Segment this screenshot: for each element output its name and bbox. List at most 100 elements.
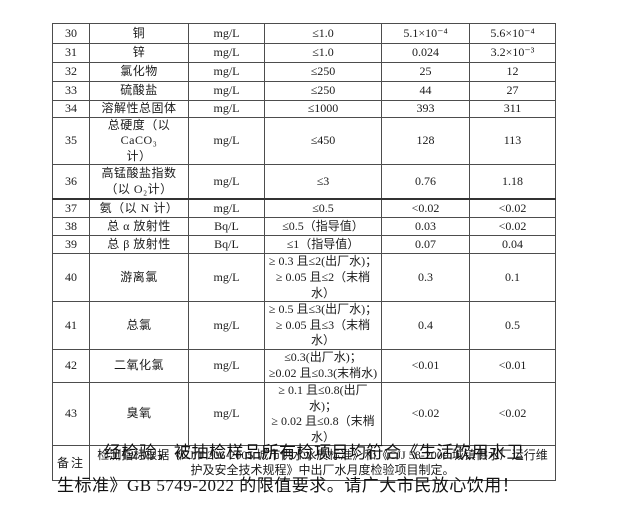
unit: mg/L	[188, 253, 265, 303]
factory-water-value: 25	[381, 62, 470, 82]
remarks-text: 检测指标根据《CJ/T 206-2005 城市供水水质标准》和《CJJ 58-2…	[89, 445, 556, 482]
table-row: 39 总 β 放射性 Bq/L ≤1（指导值） 0.07 0.04	[52, 235, 556, 255]
factory-water-value: 44	[381, 81, 470, 101]
tap-water-value: <0.02	[469, 198, 556, 219]
factory-water-value: 5.1×10⁻⁴	[381, 23, 470, 44]
table-row: 37 氨（以 N 计） mg/L ≤0.5 <0.02 <0.02	[52, 198, 556, 219]
tap-water-value: 1.18	[469, 164, 556, 200]
tap-water-value: 5.6×10⁻⁴	[469, 23, 556, 44]
parameter-name: 氯化物	[89, 62, 189, 82]
unit: mg/L	[188, 116, 265, 166]
conclusion-line-1: 经检验，被抽检样品所有检项目均符合《生活饮用水卫	[104, 443, 524, 462]
row-number: 38	[52, 217, 90, 237]
row-number: 37	[52, 198, 90, 219]
table-row: 40 游离氯 mg/L ≥ 0.3 且≤2(出厂水)； ≥ 0.05 且≤2（末…	[52, 253, 556, 303]
table-row: 34 溶解性总固体 mg/L ≤1000 393 311	[52, 100, 556, 118]
table-row: 30 铜 mg/L ≤1.0 5.1×10⁻⁴ 5.6×10⁻⁴	[52, 23, 556, 44]
parameter-name: 总 α 放射性	[89, 217, 189, 237]
row-number: 31	[52, 43, 90, 63]
row-number: 42	[52, 348, 90, 383]
limit-value: ≤450	[264, 116, 382, 166]
table-row: 31 锌 mg/L ≤1.0 0.024 3.2×10⁻³	[52, 43, 556, 63]
factory-water-value: <0.02	[381, 198, 470, 219]
unit: mg/L	[188, 62, 265, 82]
factory-water-value: <0.01	[381, 348, 470, 383]
tap-water-value: 0.1	[469, 253, 556, 303]
row-number: 30	[52, 23, 90, 44]
unit: mg/L	[188, 23, 265, 44]
tap-water-value: 12	[469, 62, 556, 82]
factory-water-value: 0.4	[381, 301, 470, 350]
table-row: 38 总 α 放射性 Bq/L ≤0.5（指导值） 0.03 <0.02	[52, 217, 556, 237]
limit-value: ≤3	[264, 164, 382, 200]
table-row: 35 总硬度（以 CaCO₃ 计） mg/L ≤450 128 113	[52, 116, 556, 166]
remarks-label: 备注	[52, 445, 90, 482]
row-number: 41	[52, 301, 90, 350]
limit-value: ≤0.5	[264, 198, 382, 219]
limit-value: ≤250	[264, 62, 382, 82]
unit: mg/L	[188, 348, 265, 383]
tap-water-value: 113	[469, 116, 556, 166]
limit-value: ≤1（指导值）	[264, 235, 382, 255]
factory-water-value: 128	[381, 116, 470, 166]
parameter-name: 游离氯	[89, 253, 189, 303]
factory-water-value: 0.03	[381, 217, 470, 237]
row-number: 33	[52, 81, 90, 101]
parameter-name: 铜	[89, 23, 189, 44]
factory-water-value: 0.024	[381, 43, 470, 63]
limit-value: ≤1000	[264, 100, 382, 118]
parameter-name: 总 β 放射性	[89, 235, 189, 255]
unit: mg/L	[188, 164, 265, 200]
row-number: 39	[52, 235, 90, 255]
limit-value: ≤1.0	[264, 43, 382, 63]
limit-value: ≤0.3(出厂水)； ≥0.02 且≤0.3(末梢水)	[264, 348, 382, 383]
tap-water-value: 3.2×10⁻³	[469, 43, 556, 63]
unit: mg/L	[188, 198, 265, 219]
parameter-name: 溶解性总固体	[89, 100, 189, 118]
unit: Bq/L	[188, 217, 265, 237]
factory-water-value: 0.76	[381, 164, 470, 200]
limit-value: ≥ 0.3 且≤2(出厂水)； ≥ 0.05 且≤2（末梢水）	[264, 253, 382, 303]
tap-water-value: 0.04	[469, 235, 556, 255]
unit: mg/L	[188, 100, 265, 118]
tap-water-value: 311	[469, 100, 556, 118]
tap-water-value: <0.02	[469, 381, 556, 447]
parameter-name: 臭氧	[89, 381, 189, 447]
limit-value: ≤1.0	[264, 23, 382, 44]
limit-value: ≥ 0.1 且≤0.8(出厂水)； ≥ 0.02 且≤0.8（末梢水）	[264, 381, 382, 447]
row-number: 40	[52, 253, 90, 303]
parameter-name: 总硬度（以 CaCO₃ 计）	[89, 116, 189, 166]
parameter-name: 高锰酸盐指数 （以 O₂计）	[89, 164, 189, 200]
limit-value: ≤0.5（指导值）	[264, 217, 382, 237]
tap-water-value: <0.02	[469, 217, 556, 237]
unit: mg/L	[188, 81, 265, 101]
table-row: 36 高锰酸盐指数 （以 O₂计） mg/L ≤3 0.76 1.18	[52, 164, 556, 200]
limit-value: ≥ 0.5 且≤3(出厂水)； ≥ 0.05 且≤3（末梢水）	[264, 301, 382, 350]
remarks-row: 备注 检测指标根据《CJ/T 206-2005 城市供水水质标准》和《CJJ 5…	[52, 445, 556, 482]
parameter-name: 氨（以 N 计）	[89, 198, 189, 219]
table-row: 42 二氧化氯 mg/L ≤0.3(出厂水)； ≥0.02 且≤0.3(末梢水)…	[52, 348, 556, 383]
limit-value: ≤250	[264, 81, 382, 101]
tap-water-value: 27	[469, 81, 556, 101]
table-row: 41 总氯 mg/L ≥ 0.5 且≤3(出厂水)； ≥ 0.05 且≤3（末梢…	[52, 301, 556, 350]
factory-water-value: 393	[381, 100, 470, 118]
row-number: 43	[52, 381, 90, 447]
conclusion-line-2: 生标准》GB 5749-2022 的限值要求。请广大市民放心饮用！	[57, 476, 520, 495]
unit: mg/L	[188, 301, 265, 350]
row-number: 32	[52, 62, 90, 82]
table-row: 33 硫酸盐 mg/L ≤250 44 27	[52, 81, 556, 101]
parameter-name: 二氧化氯	[89, 348, 189, 383]
parameter-name: 总氯	[89, 301, 189, 350]
parameter-name: 锌	[89, 43, 189, 63]
water-quality-table: 30 铜 mg/L ≤1.0 5.1×10⁻⁴ 5.6×10⁻⁴ 31 锌 mg…	[52, 23, 556, 482]
row-number: 36	[52, 164, 90, 200]
factory-water-value: 0.3	[381, 253, 470, 303]
row-number: 34	[52, 100, 90, 118]
table-row: 32 氯化物 mg/L ≤250 25 12	[52, 62, 556, 82]
table-row: 43 臭氧 mg/L ≥ 0.1 且≤0.8(出厂水)； ≥ 0.02 且≤0.…	[52, 381, 556, 447]
conclusion-paragraph: 经检验，被抽检样品所有检项目均符合《生活饮用水卫 生标准》GB 5749-202…	[57, 436, 533, 502]
tap-water-value: <0.01	[469, 348, 556, 383]
unit: mg/L	[188, 43, 265, 63]
row-number: 35	[52, 116, 90, 166]
